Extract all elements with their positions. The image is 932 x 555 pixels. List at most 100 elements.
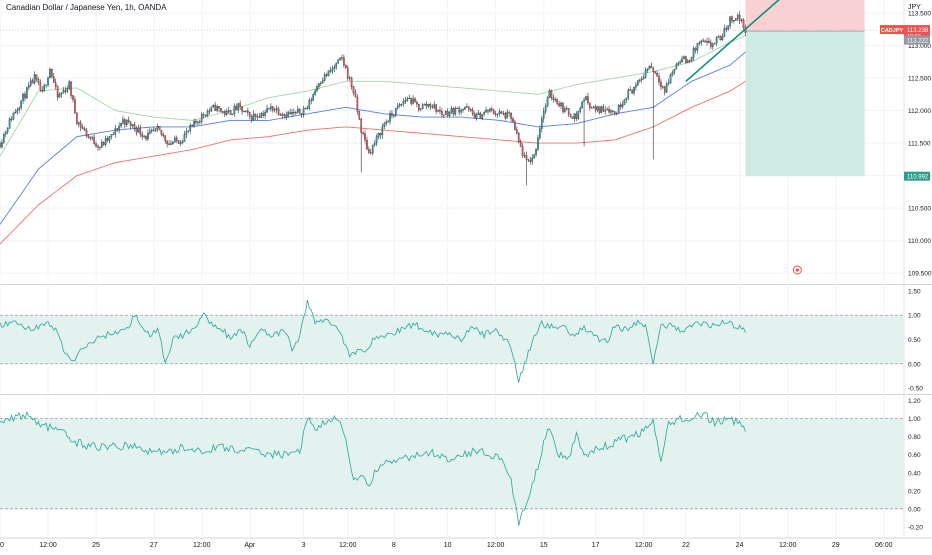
candle-body	[77, 122, 80, 125]
candle-body	[633, 87, 635, 94]
candle-body	[85, 129, 88, 136]
candle-body	[289, 112, 291, 115]
candle-body	[149, 130, 151, 134]
candle-body	[548, 90, 551, 98]
candle-body	[498, 111, 501, 115]
candle-body	[546, 97, 549, 107]
candle-body	[70, 81, 72, 96]
candle-body	[306, 107, 309, 109]
candle-body	[247, 110, 249, 113]
candle-body	[223, 111, 226, 115]
candle-body	[225, 110, 228, 115]
candle-body	[473, 113, 476, 119]
candle-body	[565, 108, 568, 110]
price-tag-value: 113.238	[907, 28, 929, 34]
candle-body	[368, 149, 370, 153]
candle-body	[606, 108, 608, 111]
candle-body	[108, 136, 111, 141]
candle-body	[49, 69, 51, 79]
candle-body	[640, 78, 643, 81]
candle-body	[145, 135, 147, 140]
candle-body	[377, 133, 380, 138]
candle-body	[343, 57, 345, 66]
candle-body	[321, 80, 324, 84]
candle-body	[293, 112, 295, 114]
candle-body	[346, 67, 349, 79]
candle-body	[485, 109, 487, 113]
candle-body	[717, 36, 720, 38]
candle-body	[550, 90, 553, 98]
candle-body	[713, 43, 716, 45]
candle-body	[448, 111, 451, 116]
reward-zone	[745, 31, 865, 177]
candle-body	[396, 106, 399, 109]
candle-body	[637, 80, 639, 86]
candle-body	[331, 68, 334, 72]
position-tool[interactable]	[0, 0, 904, 177]
symbol-tag	[880, 25, 904, 35]
trend-line	[685, 0, 780, 82]
candle-body	[358, 111, 361, 120]
candle-body	[81, 127, 84, 129]
candle-body	[427, 104, 430, 107]
candle-body	[360, 119, 363, 133]
time-tick-label: 12:00	[193, 542, 211, 549]
candle-body	[10, 118, 13, 120]
candle-body	[702, 40, 705, 42]
candle-body	[635, 84, 637, 88]
candle-body	[183, 134, 186, 142]
candle-body	[489, 108, 491, 112]
candle-body	[147, 133, 149, 140]
candle-body	[525, 155, 528, 160]
candle-body	[160, 129, 163, 135]
candle-body	[523, 155, 526, 157]
candle-body	[423, 104, 426, 106]
candle-body	[164, 135, 167, 141]
candle-body	[560, 102, 562, 107]
candle-body	[45, 84, 47, 86]
candle-body	[662, 86, 664, 88]
candle-body	[206, 111, 209, 116]
time-tick-label: 8	[392, 542, 396, 549]
candle-body	[302, 108, 305, 115]
candle-body	[47, 77, 49, 86]
time-tick-label: 06:00	[875, 542, 893, 549]
candle-body	[4, 131, 7, 135]
candle-body	[552, 97, 555, 100]
candle-body	[273, 109, 276, 111]
candle-body	[652, 67, 655, 72]
candle-body	[535, 148, 537, 156]
candle-body	[348, 77, 351, 79]
candle-body	[471, 109, 474, 114]
time-tick-label: 27	[150, 542, 158, 549]
candle-body	[491, 108, 493, 111]
candle-body	[589, 102, 591, 108]
candle-body	[600, 106, 603, 113]
entry-tag	[904, 35, 930, 45]
candle-body	[193, 120, 195, 126]
time-tick-label: 24	[736, 542, 744, 549]
candle-body	[135, 127, 138, 133]
candle-body	[181, 141, 184, 144]
candle-body	[564, 108, 566, 112]
oscillator-1: 1.50 1.00 0.50 0.00 -0.50	[0, 288, 923, 393]
candle-body	[494, 113, 497, 115]
symbol-tag-label: CADJPY	[881, 28, 904, 34]
candle-body	[275, 108, 278, 110]
candle-body	[51, 69, 53, 77]
candle-body	[710, 42, 712, 47]
candle-body	[110, 134, 113, 137]
candle-body	[414, 98, 416, 103]
candle-body	[416, 101, 418, 105]
candle-body	[590, 107, 593, 109]
candle-body	[675, 64, 678, 70]
target-tag	[904, 171, 930, 181]
candle-body	[345, 64, 347, 69]
candle-body	[101, 141, 103, 148]
candle-body	[706, 41, 708, 43]
oscillator-2-tick-label: -0.20	[908, 524, 923, 531]
candle-body	[704, 40, 706, 43]
candle-body	[12, 113, 15, 120]
